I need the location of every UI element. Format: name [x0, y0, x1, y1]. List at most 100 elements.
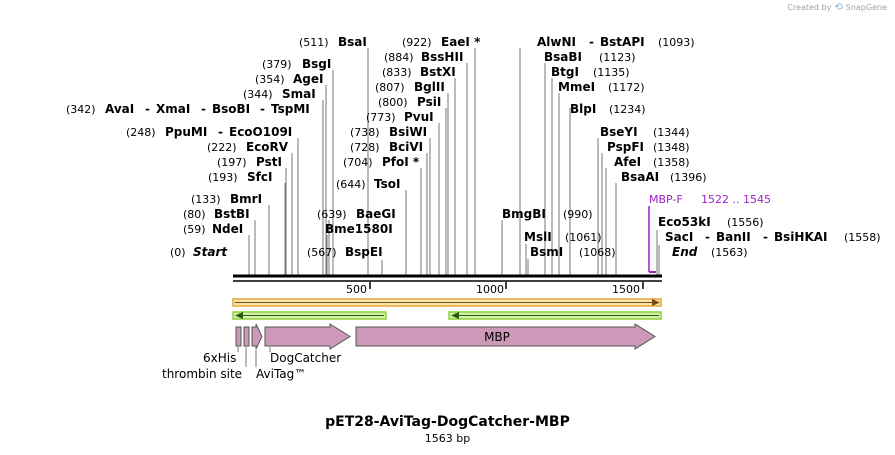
- feature-labels: 6xHis thrombin site AviTag™ DogCatcher: [162, 347, 341, 381]
- svg-text:-: -: [145, 102, 150, 116]
- enzyme-pos: (197): [217, 156, 247, 169]
- enzyme-pos: (80): [183, 208, 206, 221]
- snapgene-logo-icon: ⟲: [834, 2, 843, 13]
- svg-text:-: -: [763, 230, 768, 244]
- enzyme-pos: (704): [343, 156, 373, 169]
- enzyme-label: PpuMI: [165, 125, 207, 139]
- feature-thrombin-site[interactable]: [243, 326, 250, 347]
- feature-6xhis[interactable]: [235, 326, 242, 347]
- enzyme-label: AlwNI: [537, 35, 576, 49]
- enzyme-pos: (1135): [593, 66, 630, 79]
- enzyme-label: BsoBI: [212, 102, 250, 116]
- ruler-tick-label: 1000: [476, 283, 504, 296]
- enzyme-label: EaeI *: [441, 35, 481, 49]
- svg-text:-: -: [260, 102, 265, 116]
- enzyme-label: SmaI: [282, 87, 316, 101]
- branding-app: SnapGene: [845, 3, 887, 12]
- enzyme-label: BaeGI: [356, 207, 396, 221]
- enzyme-pos: (800): [378, 96, 408, 109]
- enzyme-label: BlpI: [570, 102, 596, 116]
- enzyme-pos: (639): [317, 208, 347, 221]
- enzyme-pos: (379): [262, 58, 292, 71]
- end-pos: (1563): [711, 246, 748, 259]
- enzyme-pos: (1068): [579, 246, 616, 259]
- enzyme-label: BmgBI: [502, 207, 546, 221]
- enzyme-label: MmeI: [558, 80, 595, 94]
- feature-label-6xhis: 6xHis: [203, 351, 236, 365]
- feature-dogcatcher[interactable]: [264, 323, 351, 350]
- enzyme-label: BssHII: [421, 50, 463, 64]
- feature-label-mbp: MBP: [484, 330, 510, 344]
- enzyme-label: PspFI: [607, 140, 644, 154]
- enzyme-pos: (1558): [844, 231, 881, 244]
- orf-arrow-green-left: [232, 311, 387, 320]
- snapgene-branding: Created by ⟲ SnapGene: [787, 2, 887, 13]
- enzyme-label: BmrI: [230, 192, 262, 206]
- enzyme-pos: (193): [208, 171, 238, 184]
- enzyme-labels: (511) BsaI (922) EaeI * (379) BsgI (884)…: [66, 35, 881, 259]
- sequence-backbone: 500 1000 1500: [233, 274, 662, 296]
- enzyme-label: NdeI: [212, 222, 243, 236]
- enzyme-label: PstI: [256, 155, 282, 169]
- enzyme-pos: (884): [384, 51, 414, 64]
- enzyme-label: BanII: [716, 230, 751, 244]
- enzyme-pos: (1396): [670, 171, 707, 184]
- enzyme-pos: (133): [191, 193, 221, 206]
- enzyme-pos: (1093): [658, 36, 695, 49]
- enzyme-label: Bme1580I: [325, 222, 393, 236]
- enzyme-pos: (738): [350, 126, 380, 139]
- enzyme-pos: (1556): [727, 216, 764, 229]
- enzyme-label: MslI: [524, 230, 552, 244]
- primer-label: MBP-F: [649, 193, 683, 206]
- enzyme-pos: (344): [243, 88, 273, 101]
- enzyme-label: SacI: [665, 230, 693, 244]
- enzyme-label: PfoI *: [382, 155, 420, 169]
- map-title: pET28-AviTag-DogCatcher-MBP: [325, 414, 570, 430]
- enzyme-pos: (833): [382, 66, 412, 79]
- enzyme-lines: [248, 48, 660, 276]
- enzyme-pos: (807): [375, 81, 405, 94]
- enzyme-label: EcoO109I: [229, 125, 292, 139]
- end-label: End: [672, 245, 698, 259]
- enzyme-pos: (1344): [653, 126, 690, 139]
- enzyme-label: EcoRV: [246, 140, 289, 154]
- enzyme-pos: (1358): [653, 156, 690, 169]
- enzyme-label: AfeI: [614, 155, 641, 169]
- enzyme-pos: (567): [307, 246, 337, 259]
- enzyme-pos: (1234): [609, 103, 646, 116]
- ruler-tick-label: 1500: [612, 283, 640, 296]
- enzyme-label: AvaI: [105, 102, 134, 116]
- enzyme-pos: (1172): [608, 81, 645, 94]
- enzyme-pos: (728): [350, 141, 380, 154]
- enzyme-label: XmaI: [156, 102, 190, 116]
- enzyme-label: BstXI: [420, 65, 456, 79]
- enzyme-label: Eco53kI: [658, 215, 711, 229]
- svg-text:-: -: [705, 230, 710, 244]
- enzyme-pos: (990): [563, 208, 593, 221]
- feature-label-avitag: AviTag™: [256, 367, 306, 381]
- enzyme-label: SfcI: [247, 170, 272, 184]
- feature-avitag[interactable]: [251, 323, 263, 350]
- enzyme-pos: (1123): [599, 51, 636, 64]
- enzyme-label: BsaAI: [621, 170, 659, 184]
- enzyme-pos: (248): [126, 126, 156, 139]
- enzyme-label: BsmI: [530, 245, 563, 259]
- enzyme-label: BciVI: [389, 140, 423, 154]
- enzyme-pos: (354): [255, 73, 285, 86]
- enzyme-label: AgeI: [293, 72, 323, 86]
- enzyme-label: BsaBI: [544, 50, 582, 64]
- enzyme-label: BspEI: [345, 245, 383, 259]
- enzyme-label: BsgI: [302, 57, 331, 71]
- enzyme-label: BtgI: [551, 65, 579, 79]
- enzyme-pos: (222): [207, 141, 237, 154]
- enzyme-label: PvuI: [404, 110, 434, 124]
- start-pos: (0): [170, 246, 186, 259]
- enzyme-pos: (644): [336, 178, 366, 191]
- orf-arrow-orange: [232, 298, 662, 307]
- enzyme-pos: (342): [66, 103, 96, 116]
- feature-mbp[interactable]: MBP: [355, 323, 656, 350]
- enzyme-label: TspMI: [271, 102, 310, 116]
- feature-label-thrombin: thrombin site: [162, 367, 242, 381]
- enzyme-pos: (773): [366, 111, 396, 124]
